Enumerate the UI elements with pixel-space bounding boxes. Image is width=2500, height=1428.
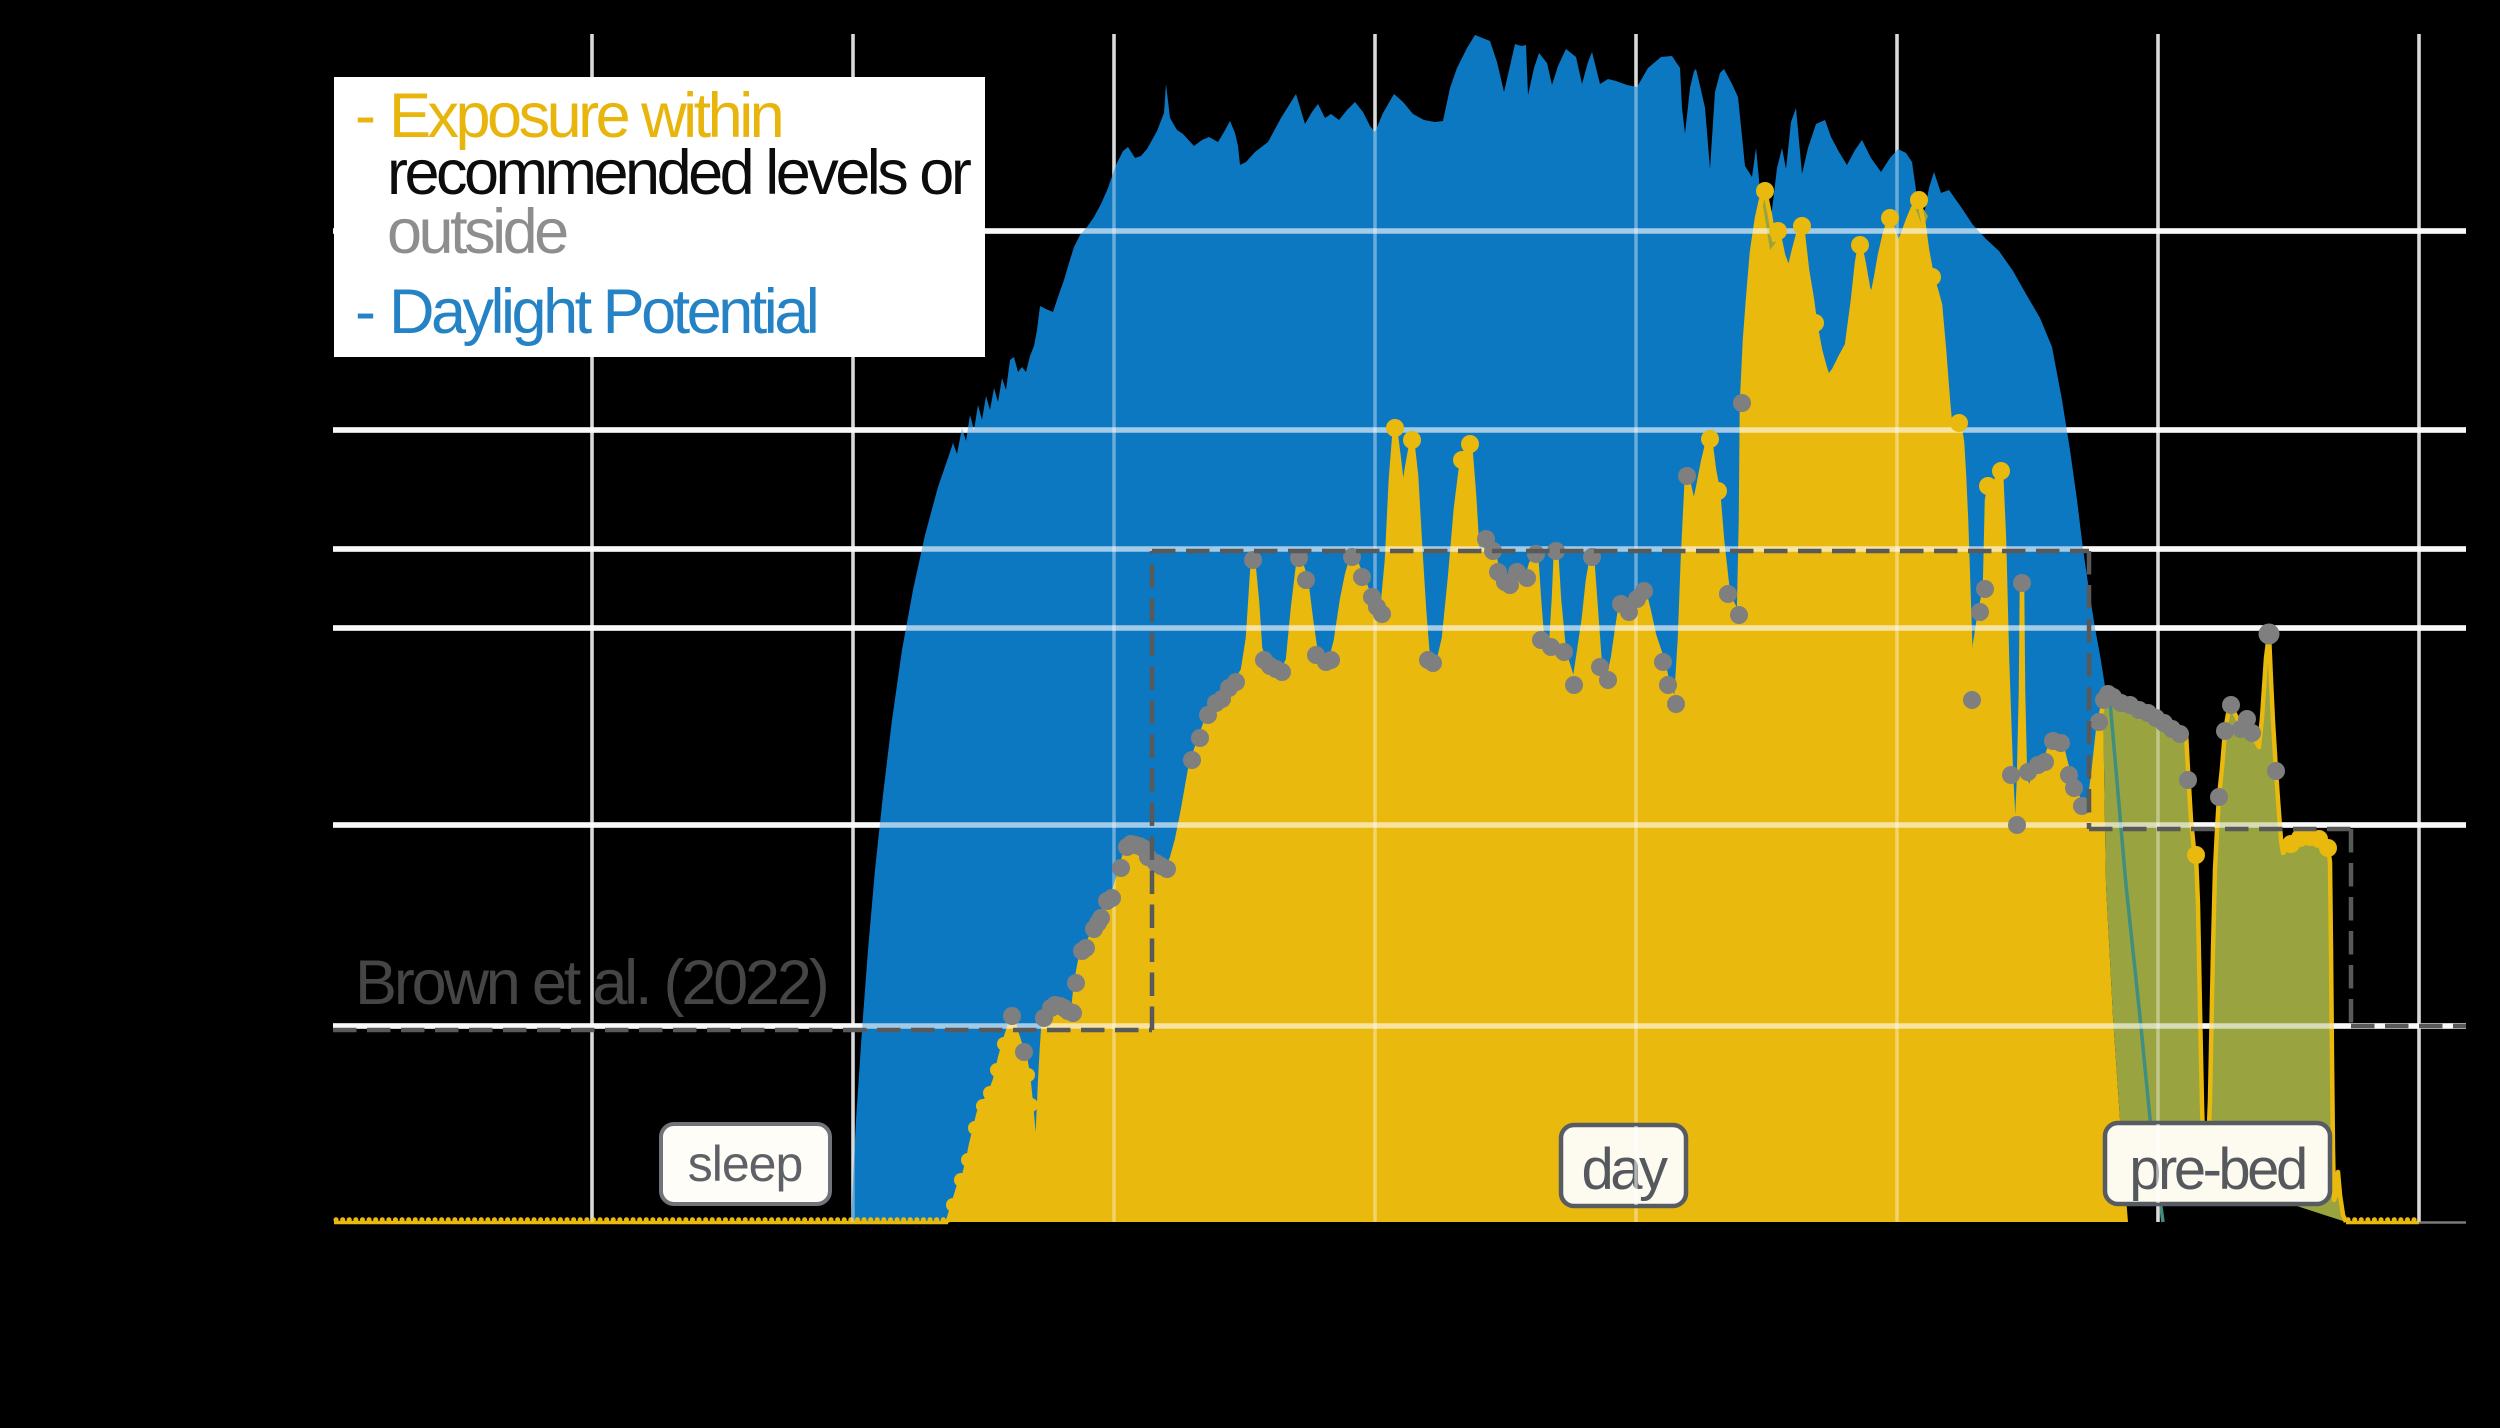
svg-text:outside: outside (387, 197, 567, 267)
svg-text:- Daylight Potential: - Daylight Potential (355, 277, 816, 347)
svg-text:pre-bed: pre-bed (2129, 1137, 2305, 1202)
svg-text:sleep: sleep (688, 1136, 803, 1192)
svg-text:Brown et al. (2022): Brown et al. (2022) (355, 948, 827, 1018)
svg-text:day: day (1581, 1137, 1668, 1202)
svg-text:- Exposure within: - Exposure within (355, 81, 781, 151)
svg-text:recommended levels or: recommended levels or (387, 138, 971, 208)
